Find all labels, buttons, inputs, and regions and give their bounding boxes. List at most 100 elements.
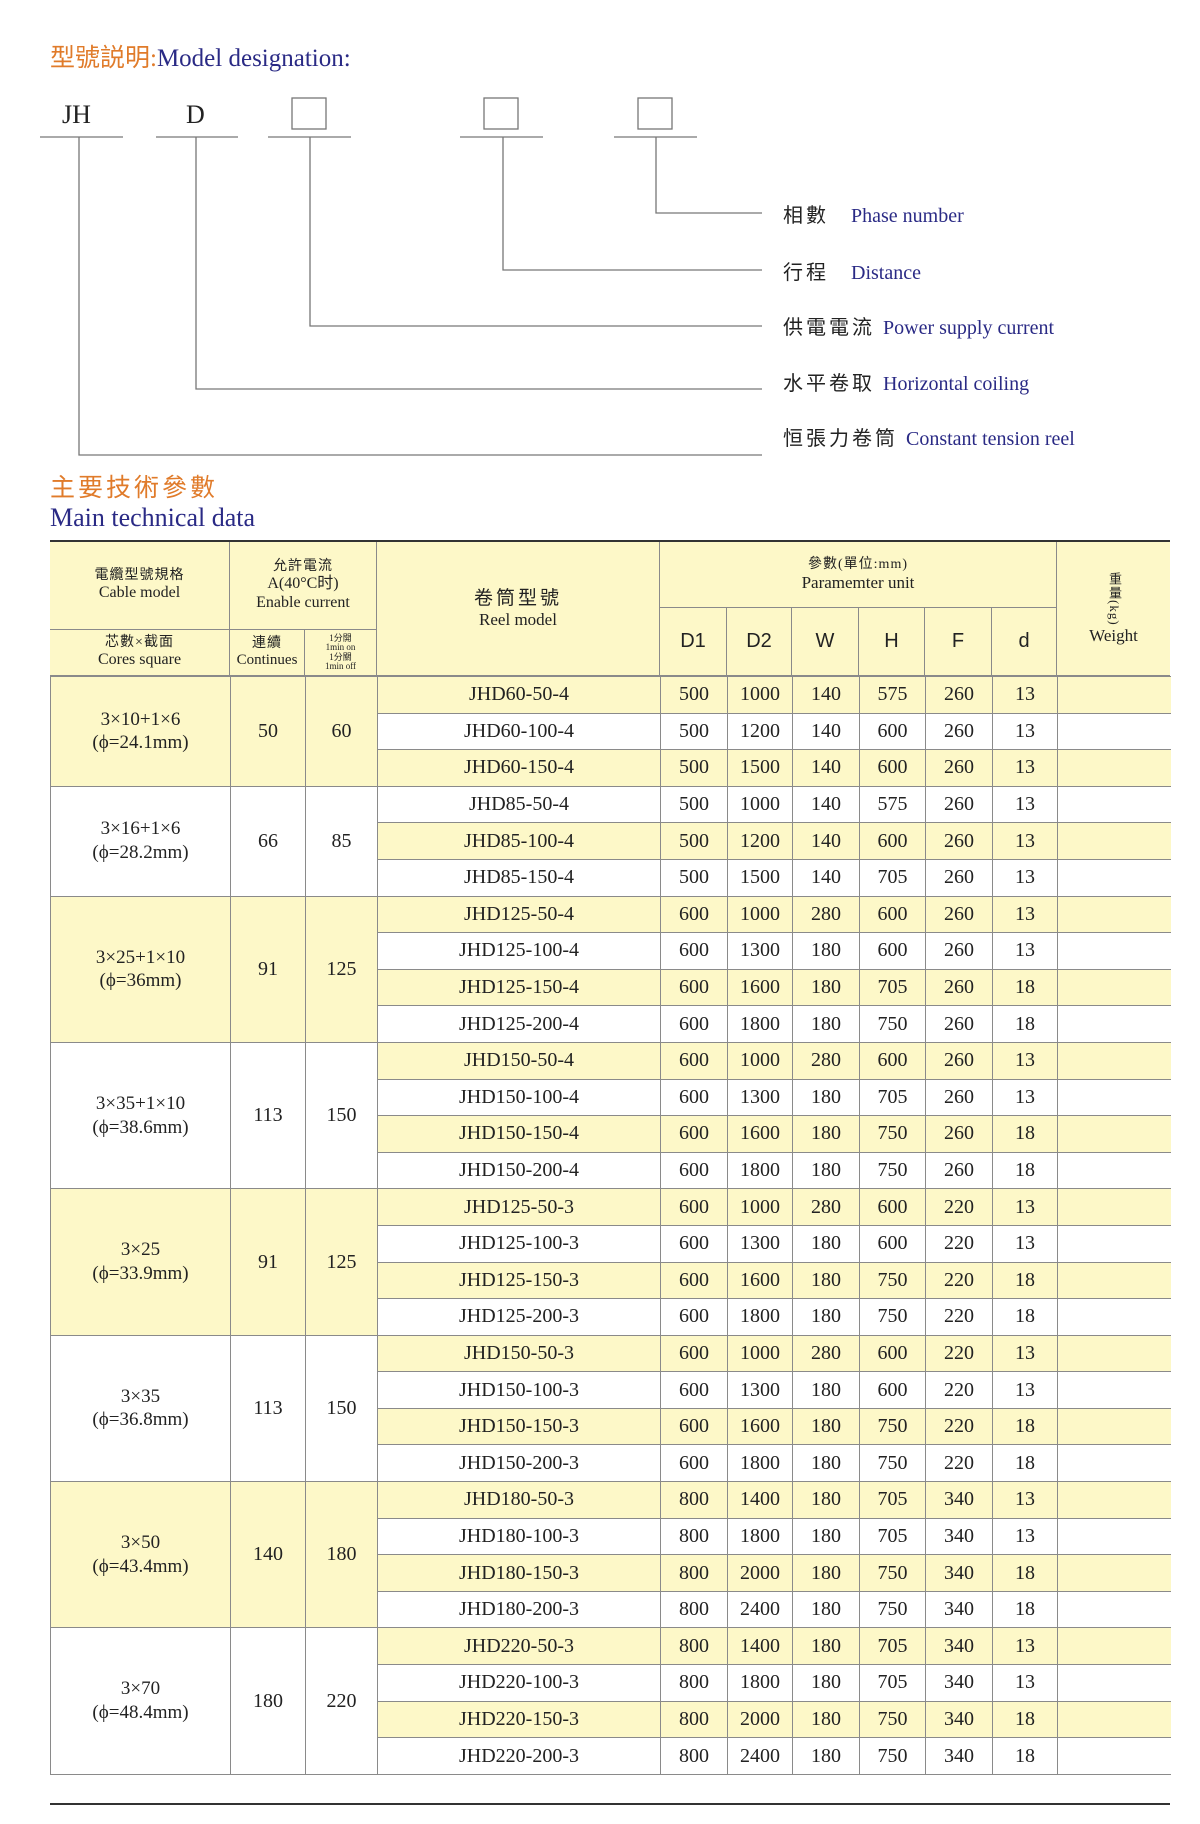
header-text: H [884, 630, 899, 652]
cell-weight [1057, 895, 1171, 934]
cell-reel-model: JHD150-200-4 [377, 1151, 661, 1190]
header-col-w: W [792, 608, 859, 676]
cell-d1: 600 [660, 1334, 728, 1373]
legend-distance: 行程 Distance [783, 256, 921, 285]
cell-d1: 600 [660, 1115, 728, 1153]
cell-f: 260 [925, 895, 993, 934]
cell-reel-model: JHD220-100-3 [377, 1664, 661, 1702]
cell-d: 13 [992, 1481, 1058, 1519]
table-row: 3×50 (ϕ=43.4mm) 140 180 JHD180-50-3 800 1400 18… [50, 1481, 1171, 1629]
cell-h: 705 [859, 1664, 926, 1702]
cell-current-continues: 113 [230, 1334, 306, 1483]
cell-f: 260 [925, 1005, 993, 1043]
leader-line-horizontal [195, 137, 762, 390]
cell-weight [1057, 1188, 1171, 1226]
cell-current-intermittent: 85 [305, 785, 378, 897]
cell-w: 140 [792, 749, 860, 787]
table-row: JHD150-200-4 600 1800 180 750 260 18 [51, 1151, 1171, 1190]
table-row: 3×25+1×10 (ϕ=36mm) 91 125 JHD125-50-4 600 1000… [50, 895, 1171, 1043]
cell-d2: 2000 [727, 1554, 793, 1592]
section-title-zh: 主要技術參數 [50, 475, 219, 502]
cell-cable-spec: 3×25 (ϕ=33.9mm) [50, 1188, 231, 1336]
cell-reel-model: JHD125-200-4 [377, 1005, 661, 1043]
header-text: 1min on [325, 642, 356, 653]
cell-f: 340 [925, 1700, 993, 1739]
cell-d2: 1000 [727, 895, 793, 934]
table-row: JHD150-200-3 600 1800 180 750 220 18 [51, 1444, 1171, 1483]
cell-h: 600 [859, 1371, 926, 1409]
code-d: D [186, 100, 205, 129]
cell-f: 340 [925, 1481, 993, 1519]
cell-weight [1057, 1151, 1171, 1190]
cell-d2: 1000 [727, 1188, 793, 1226]
cell-h: 600 [859, 712, 926, 751]
cell-d2: 1300 [727, 932, 793, 970]
cell-reel-model: JHD125-50-3 [377, 1188, 661, 1226]
cell-d1: 600 [660, 968, 728, 1007]
cell-w: 180 [792, 1407, 860, 1446]
cell-d2: 1200 [727, 822, 793, 860]
cell-f: 260 [925, 822, 993, 860]
cell-reel-model: JHD220-50-3 [377, 1627, 661, 1666]
table-row: JHD180-200-3 800 2400 180 750 340 18 [51, 1590, 1171, 1629]
cell-w: 280 [792, 895, 860, 934]
legend-en: Constant tension reel [906, 428, 1075, 450]
code-jh: JH [62, 100, 91, 129]
cell-reel-model: JHD85-150-4 [377, 858, 661, 897]
header-text: Weight [1089, 625, 1138, 645]
cell-weight [1057, 1298, 1171, 1336]
cell-d1: 800 [660, 1700, 728, 1739]
cell-f: 220 [925, 1224, 993, 1263]
cell-w: 280 [792, 1041, 860, 1080]
cell-d: 13 [992, 1664, 1058, 1702]
header-text: d [1018, 630, 1030, 652]
cell-h: 600 [859, 1224, 926, 1263]
cell-weight [1057, 968, 1171, 1007]
legend-zh: 恒張力卷筒 [783, 428, 898, 450]
header-text: 1min off [324, 660, 357, 671]
table-row: JHD180-100-3 800 1800 180 705 340 13 [51, 1517, 1171, 1556]
designation-title: 型號説明:Model designation: [50, 38, 351, 74]
cell-reel-model: JHD85-50-4 [377, 785, 661, 824]
cell-d: 13 [992, 858, 1058, 897]
cell-h: 750 [859, 1151, 926, 1190]
legend-en: Distance [851, 262, 921, 284]
cell-h: 705 [859, 1078, 926, 1117]
cell-f: 340 [925, 1737, 993, 1775]
cable-diameter: (ϕ=36mm) [99, 970, 182, 992]
cable-cores: 3×50 [120, 1532, 161, 1553]
legend-en: Power supply current [883, 317, 1055, 339]
cell-h: 750 [859, 1005, 926, 1043]
header-col-d2: D2 [727, 608, 792, 676]
leader-line-reel [78, 137, 762, 456]
cell-reel-model: JHD60-150-4 [377, 749, 661, 787]
cell-d1: 600 [660, 1298, 728, 1336]
cell-f: 220 [925, 1261, 993, 1300]
cell-w: 180 [792, 968, 860, 1007]
cell-d2: 1300 [727, 1371, 793, 1409]
cell-current-continues: 50 [230, 676, 306, 787]
cell-w: 140 [792, 712, 860, 751]
cell-f: 220 [925, 1407, 993, 1446]
cell-h: 600 [859, 1041, 926, 1080]
cell-current-continues: 91 [230, 1188, 306, 1336]
cell-h: 600 [859, 932, 926, 970]
cell-f: 340 [925, 1664, 993, 1702]
cable-cores: 3×25 [120, 1239, 161, 1261]
cell-d1: 600 [660, 1041, 728, 1080]
cable-cores: 3×16+1×6 [100, 818, 181, 840]
cell-h: 705 [859, 1517, 926, 1556]
legend-reel: 恒張力卷筒 Constant tension reel [783, 422, 1075, 451]
cell-weight [1057, 1664, 1171, 1702]
cell-reel-model: JHD125-150-4 [377, 968, 661, 1007]
table-row: JHD220-100-3 800 1800 180 705 340 13 [51, 1664, 1171, 1702]
header-col-f: F [925, 608, 992, 676]
cell-f: 260 [925, 1041, 993, 1080]
cell-cable-spec: 3×35+1×10 (ϕ=38.6mm) [50, 1041, 231, 1190]
cell-w: 180 [792, 1627, 860, 1666]
header-weight: 重量(kg) Weight [1057, 542, 1170, 676]
cell-d1: 500 [660, 749, 728, 787]
cell-d: 13 [992, 712, 1058, 751]
cell-reel-model: JHD125-200-3 [377, 1298, 661, 1336]
cell-d1: 600 [660, 895, 728, 934]
